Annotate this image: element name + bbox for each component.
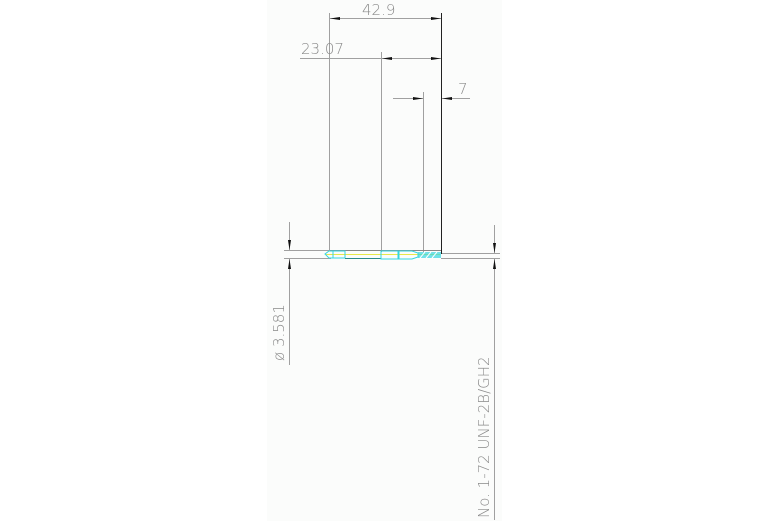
thread-hatch: [418, 252, 441, 258]
dim-overall-length: 42.9: [362, 1, 395, 19]
part-body: [380, 250, 400, 260]
part-tip: [324, 250, 346, 259]
part-profile: [324, 250, 441, 260]
dim-thread-length: 7: [458, 80, 468, 98]
drawing-canvas: [267, 0, 502, 521]
extension-lines: [284, 13, 500, 259]
dim-thread-spec: No. 1-72 UNF-2B/GH2: [475, 356, 493, 518]
dim-partial-length: 23.07: [301, 40, 344, 58]
dim-diameter: ø 3.581: [270, 304, 288, 361]
